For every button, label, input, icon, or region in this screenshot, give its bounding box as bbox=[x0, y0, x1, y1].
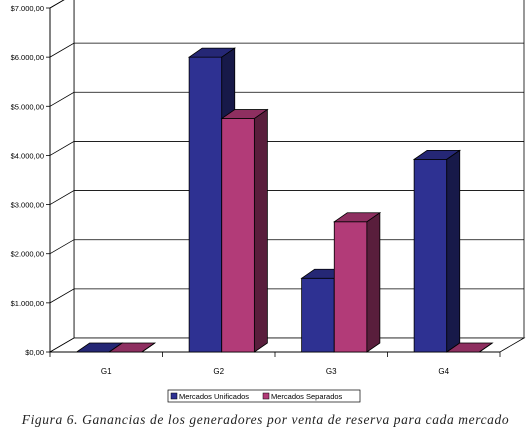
gridline bbox=[49, 190, 524, 205]
bar bbox=[107, 342, 157, 353]
x-tick-label: G4 bbox=[438, 367, 449, 376]
legend: Mercados Unificados Mercados Separados bbox=[167, 389, 361, 403]
bar-front bbox=[333, 221, 368, 353]
y-tick-label: $5.000,00 bbox=[11, 102, 44, 111]
y-tick-label: $4.000,00 bbox=[11, 151, 44, 160]
bar-front bbox=[301, 277, 335, 353]
gridlines bbox=[49, 0, 524, 304]
y-axis-ticks: $0,00 $1.000,00 $2.000,00 $3.000,00 $4.000,0… bbox=[11, 4, 50, 357]
bar bbox=[220, 108, 269, 353]
bar bbox=[445, 342, 494, 353]
bar bbox=[412, 149, 462, 353]
bar-side bbox=[446, 149, 461, 353]
bar bbox=[332, 212, 382, 353]
y-tick-label: $1.000,00 bbox=[11, 299, 44, 308]
bar-front bbox=[188, 56, 223, 353]
figure-caption: Figura 6. Ganancias de los generadores p… bbox=[21, 412, 510, 427]
x-tick-label: G3 bbox=[326, 367, 337, 376]
y-tick-label: $2.000,00 bbox=[11, 250, 44, 259]
bar-front bbox=[413, 158, 448, 353]
chart-walls bbox=[48, 0, 526, 353]
x-tick-label: G2 bbox=[213, 367, 224, 376]
x-tick-label: G1 bbox=[101, 367, 112, 376]
chart: $0,00 $1.000,00 $2.000,00 $3.000,00 $4.000,0… bbox=[11, 0, 526, 403]
x-axis-labels: G1 G2 G3 G4 bbox=[101, 367, 450, 376]
legend-label: Mercados Separados bbox=[271, 392, 343, 401]
y-tick-label: $0,00 bbox=[25, 348, 44, 357]
legend-swatch bbox=[262, 392, 270, 400]
legend-item: Mercados Separados bbox=[262, 392, 343, 401]
bars bbox=[75, 47, 494, 353]
gridline bbox=[49, 42, 524, 58]
side-wall bbox=[49, 0, 75, 353]
bar-front bbox=[221, 118, 255, 353]
bar-side bbox=[366, 212, 381, 353]
legend-item: Mercados Unificados bbox=[170, 392, 249, 401]
legend-swatch bbox=[170, 392, 178, 400]
y-tick-label: $6.000,00 bbox=[11, 53, 44, 62]
legend-label: Mercados Unificados bbox=[179, 392, 249, 401]
y-tick-label: $3.000,00 bbox=[11, 201, 44, 210]
bar-side bbox=[479, 342, 493, 353]
gridline bbox=[49, 141, 524, 156]
gridline bbox=[49, 91, 524, 107]
y-tick-label: $7.000,00 bbox=[11, 4, 44, 13]
bar-side bbox=[141, 342, 156, 353]
gridline bbox=[49, 0, 65, 9]
bar-side bbox=[253, 108, 268, 353]
